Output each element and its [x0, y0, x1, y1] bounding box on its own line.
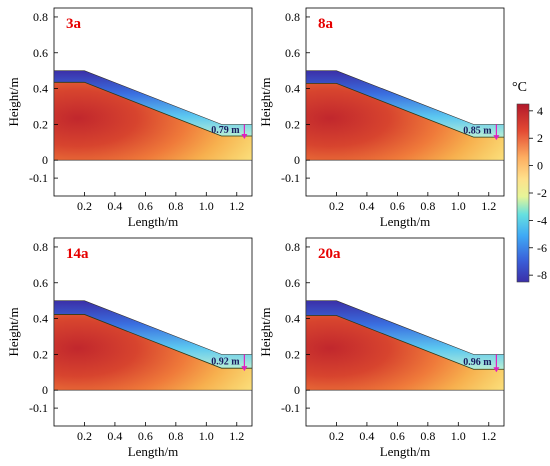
y-tick-label: 0.4: [33, 82, 48, 96]
frozen-layer: [306, 70, 504, 138]
x-tick-label: 0.2: [77, 429, 92, 443]
x-tick-label: 1.2: [481, 199, 496, 213]
x-tick-label: 0.8: [420, 199, 435, 213]
x-tick-label: 0.8: [168, 199, 183, 213]
x-tick-label: 0.6: [390, 429, 405, 443]
x-tick-label: 0.2: [329, 429, 344, 443]
y-tick-label: 0.4: [285, 312, 300, 326]
y-tick-label: 0.2: [285, 117, 300, 131]
freeze-depth-label: 0.85 m: [463, 126, 492, 137]
x-tick-label: 1.0: [451, 429, 466, 443]
x-tick-label: 1.2: [229, 429, 244, 443]
colorbar-tick-label: 0: [537, 159, 543, 173]
x-axis-label: Length/m: [380, 444, 431, 459]
frozen-layer: [306, 300, 504, 370]
colorbar-tick-label: 2: [537, 131, 543, 145]
freeze-depth-arrowhead: [241, 366, 248, 372]
panel-label: 14a: [66, 246, 89, 262]
colorbar-unit: °C: [512, 80, 527, 95]
frozen-layer: [54, 70, 252, 137]
y-tick-label: 0.6: [33, 46, 48, 60]
frozen-layer: [54, 300, 252, 369]
y-tick-label: 0.8: [33, 240, 48, 254]
colorbar-gradient: [516, 103, 530, 283]
x-tick-label: 0.4: [107, 199, 122, 213]
panel-label: 20a: [318, 246, 341, 262]
panel-8a: 0.85 m 8a 0.2 0.4 0.6 0.8 1.0 1.2 0.8 0.6 0.4 0.2 0 -…: [258, 7, 505, 229]
y-tick-label: 0: [294, 383, 300, 397]
x-tick-label: 0.8: [420, 429, 435, 443]
freeze-depth-arrowhead: [493, 367, 500, 373]
panel-label: 3a: [66, 16, 82, 32]
y-tick-label: 0.4: [33, 312, 48, 326]
y-axis-label: Height/m: [258, 307, 273, 356]
freeze-depth-label: 0.92 m: [211, 356, 240, 367]
panel-14a: 0.92 m 14a 0.2 0.4 0.6 0.8 1.0 1.2 0.8 0.6 0.4 0.2 0…: [6, 237, 253, 459]
panel-3a: 0.79 m 3a 0.2 0.4 0.6 0.8 1.0 1.2 0.8 0.6 0.4 0.2 0 -…: [6, 7, 253, 229]
isotherm-line: [306, 82, 504, 138]
y-tick-label: 0: [42, 153, 48, 167]
y-axis-label: Height/m: [258, 77, 273, 126]
y-tick-label: 0: [294, 153, 300, 167]
x-tick-label: 1.2: [229, 199, 244, 213]
x-axis-label: Length/m: [128, 444, 179, 459]
y-tick-label: 0.2: [33, 347, 48, 361]
freeze-depth-label: 0.79 m: [211, 125, 240, 136]
x-tick-label: 0.6: [390, 199, 405, 213]
panel-label: 8a: [318, 16, 334, 32]
y-tick-label: 0: [42, 383, 48, 397]
y-tick-label: 0.2: [33, 117, 48, 131]
x-tick-label: 0.8: [168, 429, 183, 443]
y-axis-label: Height/m: [6, 307, 21, 356]
isotherm-line: [54, 81, 252, 137]
x-axis-label: Length/m: [380, 214, 431, 229]
isotherm-line: [306, 315, 504, 370]
colorbar-tick-label: -2: [537, 186, 547, 200]
y-tick-label: -0.1: [281, 171, 300, 185]
x-tick-label: 0.2: [329, 199, 344, 213]
x-tick-label: 0.6: [138, 429, 153, 443]
x-tick-label: 1.0: [451, 199, 466, 213]
colorbar-tick-label: -6: [537, 241, 547, 255]
x-tick-label: 0.4: [107, 429, 122, 443]
x-tick-label: 1.2: [481, 429, 496, 443]
y-tick-label: 0.2: [285, 347, 300, 361]
colorbar: °C 4 2 0 -2 -4 -6 -8: [512, 80, 547, 283]
y-tick-label: 0.4: [285, 82, 300, 96]
colorbar-tick-label: -8: [537, 268, 547, 282]
x-tick-label: 0.4: [359, 429, 374, 443]
y-tick-label: -0.1: [281, 401, 300, 415]
y-tick-label: 0.6: [33, 276, 48, 290]
y-tick-label: 0.8: [33, 10, 48, 24]
y-tick-label: 0.6: [285, 276, 300, 290]
panel-20a: 0.96 m 20a 0.2 0.4 0.6 0.8 1.0 1.2 0.8 0.6 0.4 0.2 0…: [258, 237, 505, 459]
y-tick-label: -0.1: [29, 401, 48, 415]
freeze-depth-arrowhead: [493, 135, 500, 141]
colorbar-tick-label: 4: [537, 104, 543, 118]
x-tick-label: 0.6: [138, 199, 153, 213]
colorbar-tick-label: -4: [537, 213, 547, 227]
x-tick-label: 0.4: [359, 199, 374, 213]
x-tick-label: 1.0: [199, 199, 214, 213]
x-tick-label: 0.2: [77, 199, 92, 213]
freeze-depth-label: 0.96 m: [463, 357, 492, 368]
y-axis-label: Height/m: [6, 77, 21, 126]
isotherm-line: [54, 314, 252, 369]
y-tick-label: 0.8: [285, 10, 300, 24]
y-tick-label: 0.6: [285, 46, 300, 60]
y-tick-label: 0.8: [285, 240, 300, 254]
x-tick-label: 1.0: [199, 429, 214, 443]
x-axis-label: Length/m: [128, 214, 179, 229]
freeze-depth-arrowhead: [241, 134, 248, 140]
y-tick-label: -0.1: [29, 171, 48, 185]
